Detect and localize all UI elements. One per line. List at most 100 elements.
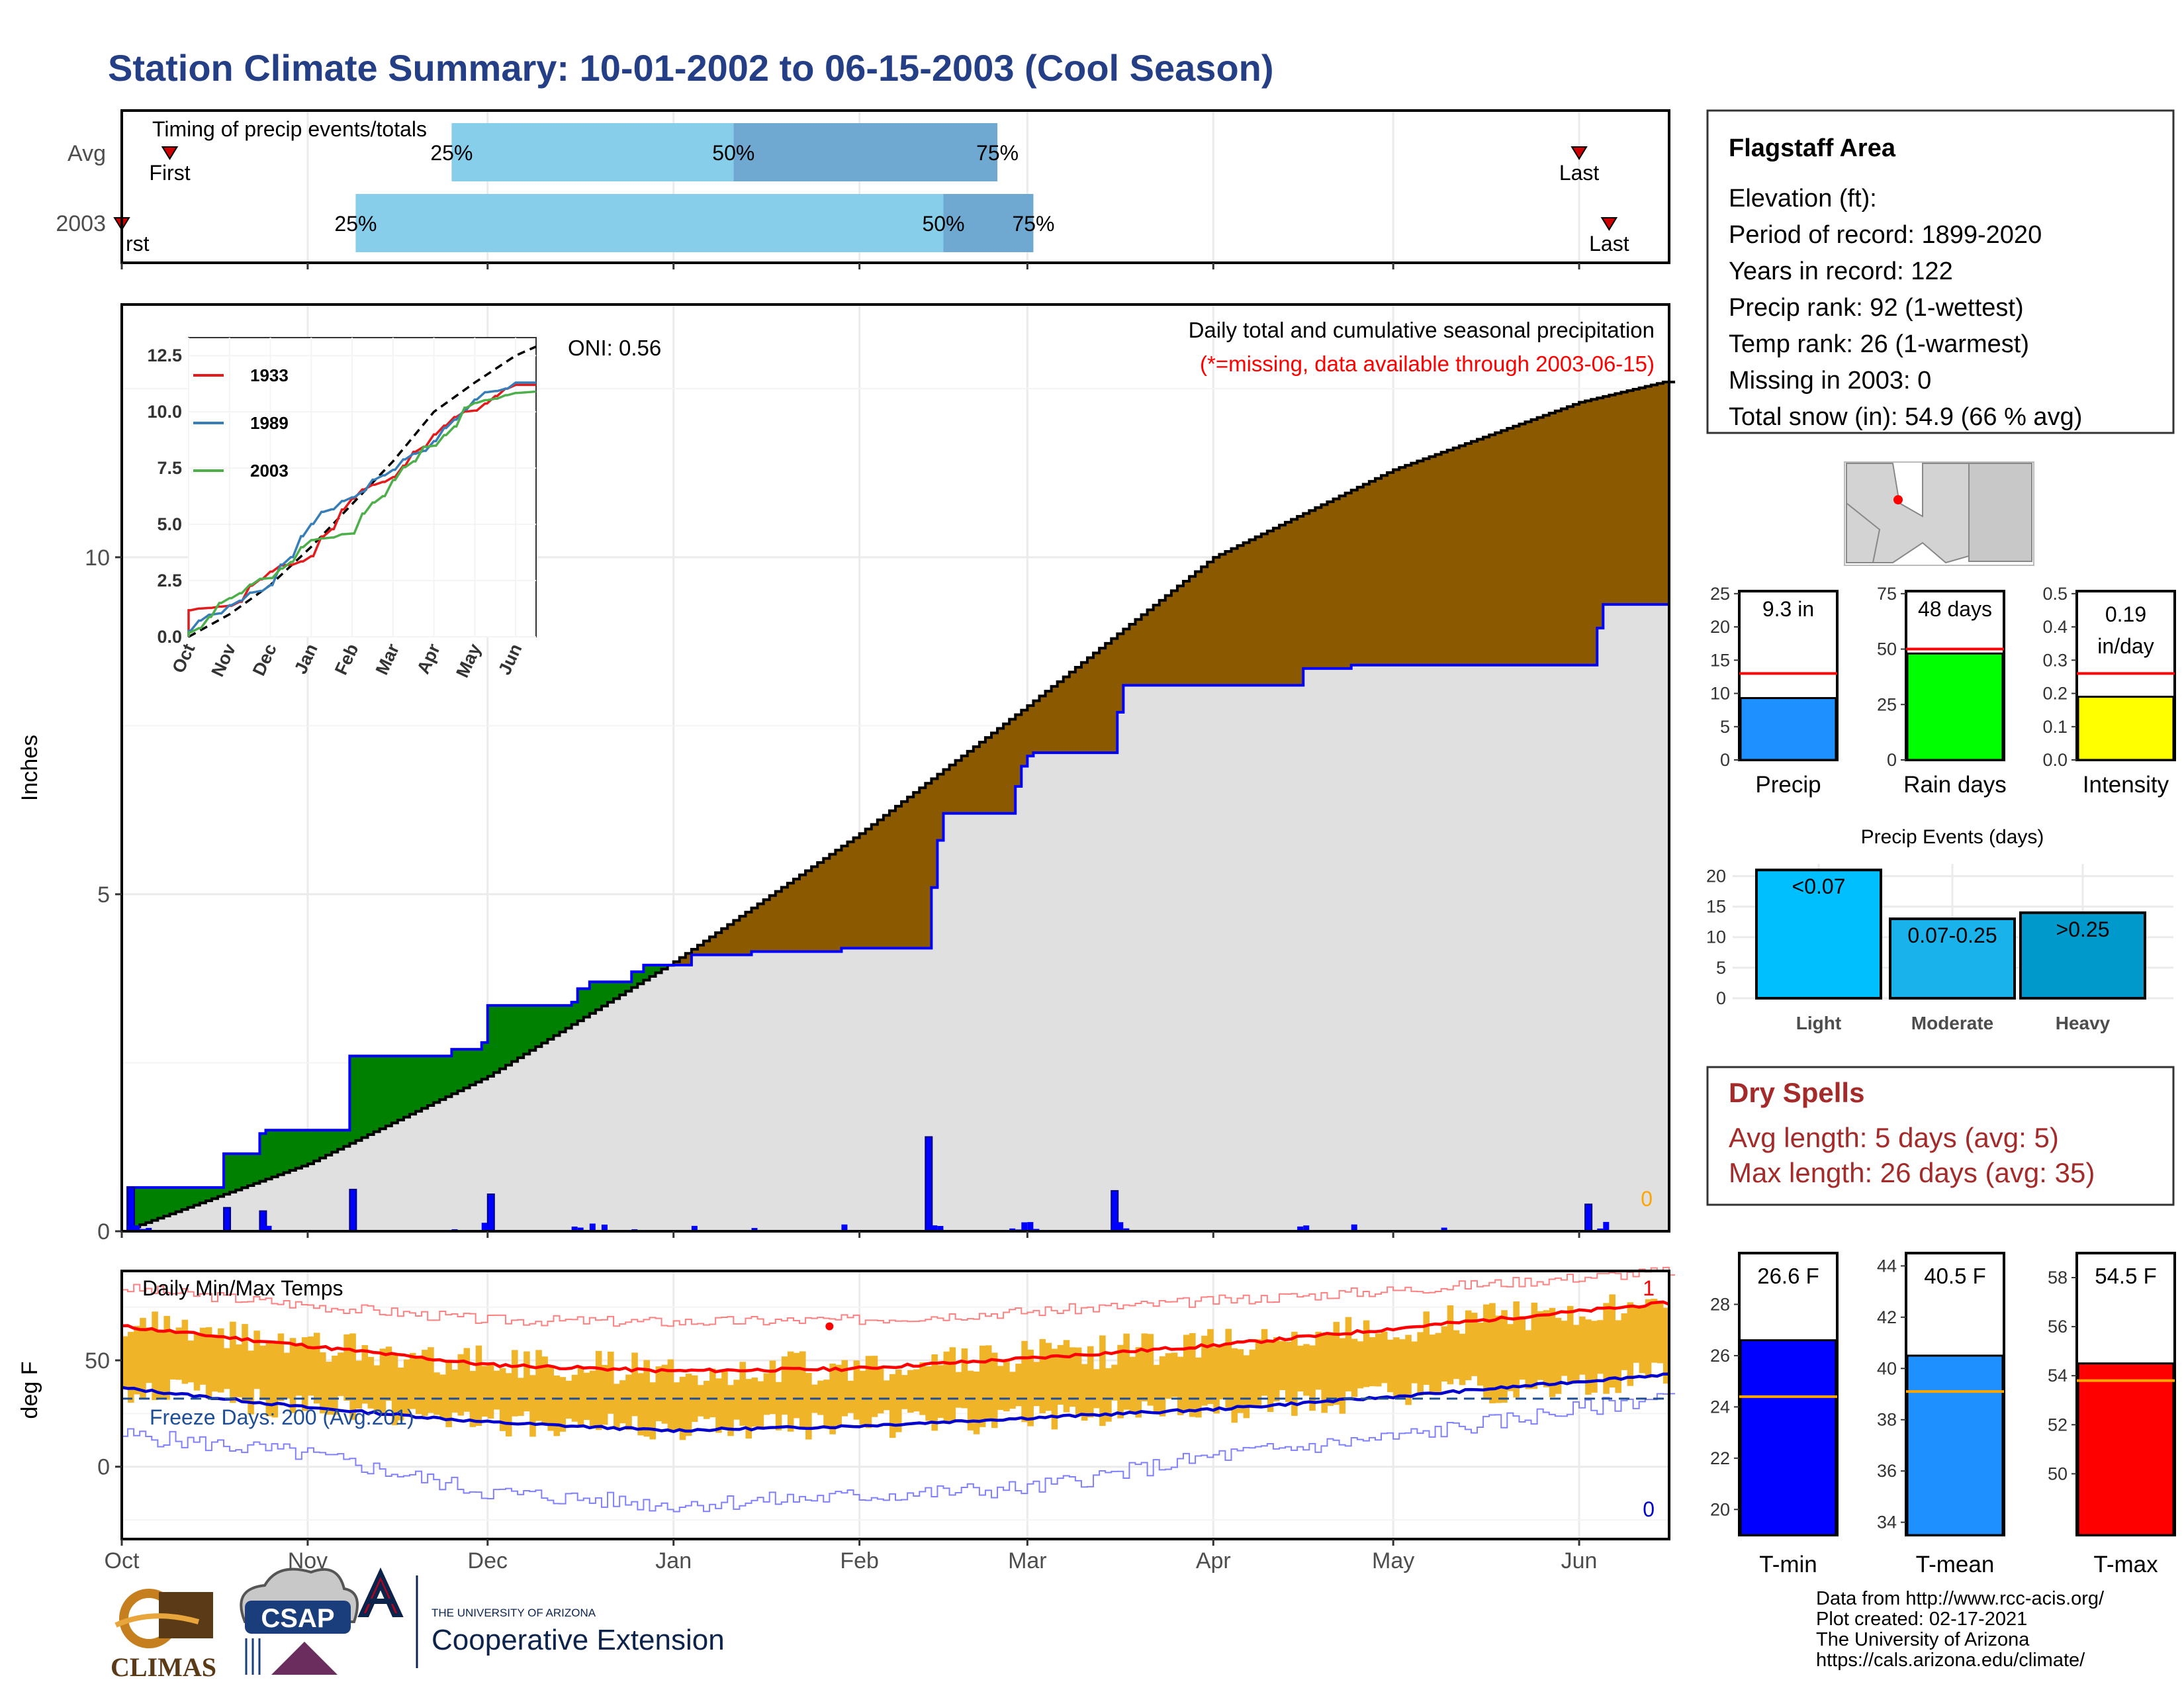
daily-temp-bar: [985, 1345, 992, 1421]
month-tick-label: Dec: [468, 1548, 508, 1573]
daily-temp-bar: [307, 1336, 314, 1396]
daily-precip-bar: [1021, 1222, 1028, 1231]
daily-temp-bar: [205, 1327, 212, 1399]
daily-temp-bar: [757, 1381, 764, 1430]
daily-precip-bar: [127, 1186, 136, 1233]
daily-temp-bar: [655, 1366, 662, 1422]
daily-temp-bar: [1627, 1302, 1634, 1386]
daily-temp-bar: [1603, 1303, 1610, 1394]
daily-temp-bar: [1309, 1345, 1316, 1411]
daily-temp-bar: [169, 1331, 177, 1380]
timing-row-2003: 2003: [56, 211, 106, 236]
daily-temp-bar: [428, 1347, 434, 1413]
avg-cumulative-line: [122, 381, 1676, 1233]
daily-temp-bar: [326, 1362, 332, 1415]
record-high-line: [122, 1266, 1676, 1327]
timing-pct-label: 25%: [334, 212, 377, 236]
daily-temp-bar: [1483, 1304, 1490, 1400]
daily-temp-bar: [1513, 1301, 1520, 1398]
daily-temp-bar: [697, 1385, 704, 1417]
daily-temp-bar: [1543, 1310, 1550, 1387]
daily-temp-bar: [1561, 1321, 1568, 1376]
daily-temp-bar: [224, 1348, 230, 1389]
daily-temp-bar: [271, 1343, 279, 1418]
timing-bar-50-75: [943, 194, 1034, 252]
daily-temp-bar: [1615, 1320, 1622, 1393]
climas-logo-text: CLIMAS: [111, 1652, 216, 1682]
daily-temp-bar: [332, 1355, 338, 1415]
daily-precip-bar: [1603, 1221, 1610, 1231]
csap-logo-text: CSAP: [261, 1604, 334, 1633]
daily-temp-bar: [1429, 1335, 1436, 1392]
daily-temp-bar: [1123, 1333, 1130, 1410]
daily-temp-bar: [919, 1362, 926, 1415]
daily-temp-bar: [265, 1342, 273, 1417]
daily-temp-bar: [559, 1377, 567, 1432]
inset-series-1989: [187, 381, 536, 637]
daily-temp-bar: [1495, 1315, 1502, 1403]
mini-bar-value-text: 9.3 in: [1762, 597, 1814, 621]
daily-temp-bar: [823, 1380, 830, 1428]
daily-temp-bar: [541, 1356, 548, 1423]
daily-temp-bar: [883, 1380, 890, 1411]
daily-temp-bar: [889, 1374, 896, 1438]
daily-temp-bar: [128, 1332, 134, 1403]
daily-temp-bar: [751, 1378, 758, 1427]
daily-temp-bar: [1423, 1311, 1430, 1385]
daily-temp-bar: [338, 1352, 344, 1396]
events-bar: [2019, 911, 2146, 1000]
daily-temp-bar: [518, 1378, 524, 1416]
csap-logo: CSAP: [240, 1568, 359, 1675]
missing-note: (*=missing, data available through 2003-…: [1200, 352, 1655, 376]
temp-ytick-label: 0: [97, 1455, 110, 1480]
mini-bar-tick-label: 0: [1720, 750, 1730, 770]
temp-summary-label: T-max: [2093, 1552, 2158, 1577]
daily-precip-bar: [751, 1228, 758, 1231]
daily-temp-bar: [871, 1356, 878, 1417]
timing-pct-label: 75%: [1012, 212, 1054, 236]
above-average-area: [128, 964, 674, 1229]
temp-ylabel: deg F: [17, 1362, 42, 1419]
daily-temp-bar: [457, 1354, 465, 1416]
mini-bar-label: Rain days: [1903, 772, 2007, 798]
daily-temp-bar: [1651, 1299, 1658, 1363]
daily-temp-bar: [1501, 1310, 1508, 1403]
events-tick-label: 0: [1716, 988, 1726, 1008]
daily-temp-bar: [1621, 1313, 1628, 1370]
daily-temp-bar: [140, 1317, 146, 1399]
temp-summary-tick-label: 50: [2048, 1464, 2068, 1483]
daily-temp-bar: [949, 1347, 956, 1421]
daily-temp-bar: [961, 1348, 968, 1409]
events-bar-label: <0.07: [1792, 874, 1846, 898]
daily-temp-bar: [1063, 1340, 1070, 1413]
daily-temp-bar: [1189, 1333, 1196, 1417]
temp-summary-tick-label: 40: [1877, 1358, 1897, 1378]
footer-line: https://cals.arizona.edu/climate/: [1816, 1650, 2085, 1671]
temp-ytick-label: 50: [85, 1348, 110, 1374]
events-bar-label: >0.25: [2056, 917, 2110, 941]
daily-temp-bar: [1075, 1347, 1082, 1417]
daily-temp-bar: [163, 1315, 170, 1400]
daily-temp-bar: [451, 1370, 458, 1413]
daily-temp-bar: [1453, 1330, 1460, 1380]
mini-bar-tick-label: 25: [1877, 694, 1897, 714]
daily-temp-bar: [1045, 1342, 1052, 1411]
daily-precip-bar: [128, 1225, 134, 1231]
daily-temp-bar: [1285, 1341, 1292, 1403]
daily-temp-bar: [1117, 1344, 1124, 1419]
mini-bar-value-text: 0.19: [2105, 602, 2146, 626]
mini-bar-value: [1906, 652, 2004, 761]
events-bar: [1755, 868, 1882, 1000]
footer-line: Data from http://www.rcc-acis.org/: [1816, 1588, 2105, 1609]
daily-precip-bar: [349, 1188, 357, 1232]
record-min-count: 0: [1643, 1497, 1655, 1521]
mini-bar-tick-label: 0: [1887, 750, 1897, 770]
daily-temp-bar: [553, 1375, 561, 1436]
daily-temp-bar: [1273, 1337, 1280, 1402]
daily-precip-bar: [1597, 1228, 1604, 1231]
daily-temp-bar: [391, 1355, 398, 1426]
daily-temp-bar: [733, 1380, 740, 1420]
daily-temp-bar: [1291, 1331, 1298, 1416]
daily-temp-bar: [1279, 1340, 1286, 1391]
daily-temp-bar: [397, 1367, 404, 1421]
